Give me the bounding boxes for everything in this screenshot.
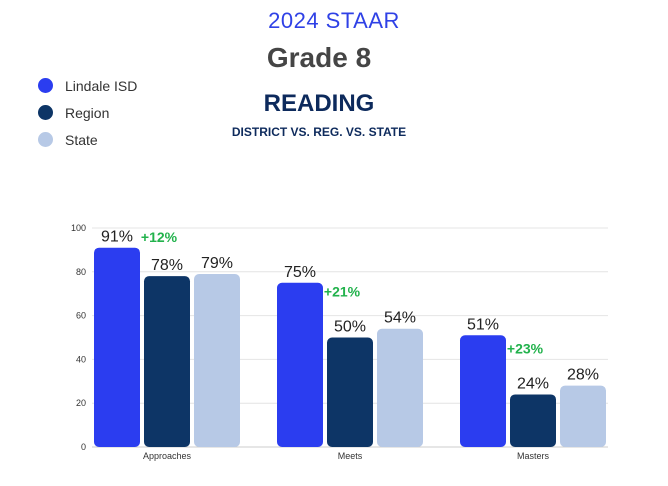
bar: [94, 247, 140, 447]
chart-grade-title: Grade 8: [266, 42, 372, 73]
chart-subject-title: READING: [263, 90, 375, 117]
data-label: 75%: [284, 264, 316, 281]
bar: [144, 276, 190, 447]
chart-subtitle: DISTRICT VS. REG. VS. STATE: [231, 125, 407, 139]
legend-item-region: Region: [38, 99, 137, 126]
legend-label-region: Region: [65, 104, 110, 121]
legend-label-lindale: Lindale ISD: [65, 77, 138, 94]
diff-annotation: +12%: [141, 229, 178, 245]
data-label: 79%: [201, 255, 233, 272]
legend-item-state: State: [38, 126, 137, 153]
y-tick-label: 40: [76, 354, 86, 364]
data-label: 91%: [101, 229, 133, 246]
y-tick-label: 60: [76, 311, 86, 321]
data-label: 24%: [517, 375, 549, 392]
legend: Lindale ISD Region State: [38, 72, 137, 153]
bar: [510, 394, 556, 447]
y-tick-label: 100: [71, 223, 86, 233]
chart-year-title: 2024 STAAR: [268, 8, 400, 33]
data-label: 28%: [567, 367, 599, 384]
legend-swatch-lindale: [38, 78, 53, 93]
data-label: 51%: [467, 316, 499, 333]
legend-swatch-state: [38, 132, 53, 147]
x-category-label: Approaches: [143, 451, 192, 461]
legend-label-state: State: [65, 131, 98, 148]
legend-swatch-region: [38, 105, 53, 120]
x-category-label: Meets: [338, 451, 363, 461]
diff-annotation: +23%: [507, 341, 544, 357]
bar: [277, 282, 323, 447]
x-category-label: Masters: [517, 451, 550, 461]
bar: [327, 337, 373, 447]
data-label: 50%: [334, 319, 366, 336]
legend-item-lindale: Lindale ISD: [38, 72, 137, 99]
bar: [377, 328, 423, 447]
y-tick-label: 20: [76, 398, 86, 408]
data-label: 54%: [384, 310, 416, 327]
bar: [460, 335, 506, 447]
bar: [560, 385, 606, 447]
data-label: 78%: [151, 257, 183, 274]
y-tick-label: 0: [81, 442, 86, 452]
diff-annotation: +21%: [324, 284, 361, 300]
y-tick-label: 80: [76, 267, 86, 277]
bar: [194, 273, 240, 447]
